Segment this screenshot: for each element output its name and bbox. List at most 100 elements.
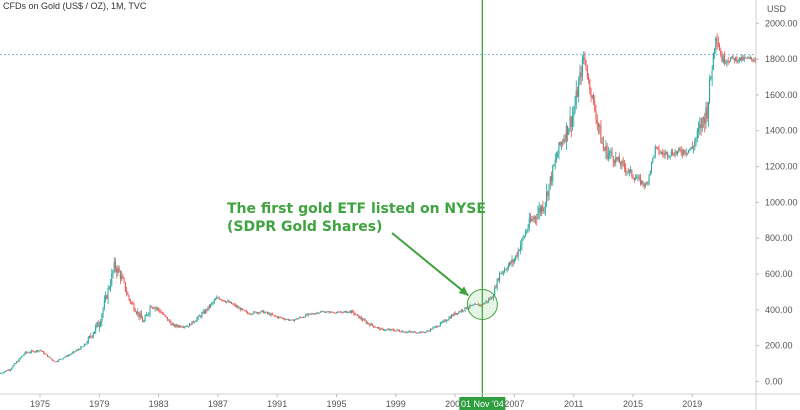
candle-body <box>350 310 352 313</box>
candle-body <box>525 232 527 237</box>
candle-body <box>555 157 557 160</box>
candle-body <box>275 315 277 317</box>
candle-body <box>747 57 749 59</box>
candle-body <box>301 317 303 319</box>
candle-body <box>344 311 346 312</box>
candle-body <box>492 295 494 299</box>
candle-body <box>753 60 755 62</box>
candle-body <box>487 299 489 302</box>
candle-body <box>176 324 178 327</box>
candle-body <box>639 177 641 184</box>
candle-body <box>426 331 428 333</box>
candle-body <box>327 311 329 313</box>
candle-body <box>537 212 539 219</box>
candle-body <box>252 313 254 315</box>
candle-body <box>123 278 125 283</box>
candle-body <box>424 332 426 333</box>
candle-body <box>97 322 99 327</box>
candle-body <box>668 156 670 158</box>
candle-body <box>634 178 636 180</box>
candle-body <box>177 326 179 328</box>
candle-body <box>181 327 183 328</box>
candle-body <box>470 304 472 306</box>
candle-body <box>579 72 581 82</box>
candle-body <box>213 300 215 303</box>
candle-body <box>361 319 363 321</box>
candle-body <box>0 373 2 374</box>
candle-body <box>411 331 413 333</box>
candle-body <box>402 331 404 333</box>
candle-body <box>591 95 593 98</box>
candle-body <box>507 265 509 270</box>
candle-body <box>615 157 617 164</box>
candle-body <box>179 325 181 327</box>
candle-body <box>657 147 659 148</box>
candle-body <box>546 191 548 203</box>
candle-body <box>195 320 197 322</box>
y-tick-label: 200.00 <box>765 341 793 351</box>
candle-body <box>490 297 492 300</box>
candle-body <box>103 300 105 309</box>
candle-body <box>207 306 209 311</box>
candle-body <box>185 326 187 328</box>
candle-body <box>447 319 449 321</box>
candle-body <box>12 365 14 369</box>
candle-body <box>337 311 339 313</box>
candle-body <box>261 310 263 312</box>
candle-body <box>442 321 444 323</box>
candle-body <box>161 312 163 315</box>
candle-body <box>254 311 256 313</box>
candle-body <box>746 57 748 59</box>
candle-body <box>544 202 546 209</box>
candle-body <box>138 311 140 317</box>
candle-body <box>102 308 104 315</box>
candle-body <box>584 57 586 61</box>
candle-body <box>92 333 94 337</box>
y-tick-label: 800.00 <box>765 233 793 243</box>
candle-body <box>281 317 283 319</box>
candle-body <box>221 299 223 301</box>
candle-body <box>460 309 462 312</box>
candle-body <box>590 90 592 98</box>
candle-body <box>349 311 351 313</box>
candle-body <box>175 324 177 327</box>
candle-body <box>273 314 275 316</box>
candle-body <box>700 124 702 129</box>
candle-body <box>618 157 620 164</box>
x-tick-label: 1983 <box>149 399 169 409</box>
candle-body <box>182 327 184 328</box>
candle-body <box>697 128 699 131</box>
candle-body <box>232 303 234 305</box>
candle-body <box>318 312 320 314</box>
candle-body <box>164 314 166 316</box>
candle-body <box>392 329 394 331</box>
candle-body <box>132 302 134 305</box>
candle-body <box>285 319 287 321</box>
candle-body <box>63 357 65 359</box>
candle-body <box>512 259 514 262</box>
candle-body <box>348 311 350 313</box>
candle-body <box>22 355 24 357</box>
candle-body <box>578 81 580 97</box>
y-tick-label: 1400.00 <box>765 126 798 136</box>
candle-body <box>353 311 355 315</box>
candle-body <box>303 317 305 318</box>
candle-body <box>631 169 633 177</box>
candle-body <box>539 208 541 212</box>
candle-body <box>70 353 72 355</box>
candle-body <box>166 317 168 321</box>
candle-body <box>93 331 95 334</box>
candle-body <box>223 300 225 302</box>
candle-body <box>672 151 674 155</box>
candle-body <box>292 319 294 321</box>
candle-body <box>7 369 9 371</box>
candle-body <box>228 301 230 303</box>
candle-body <box>192 321 194 323</box>
candle-body <box>95 325 97 332</box>
candle-body <box>480 304 482 306</box>
candle-body <box>113 261 115 271</box>
candle-body <box>707 101 709 119</box>
candle-body <box>244 310 246 312</box>
candle-body <box>150 306 152 308</box>
candle-body <box>453 312 455 316</box>
